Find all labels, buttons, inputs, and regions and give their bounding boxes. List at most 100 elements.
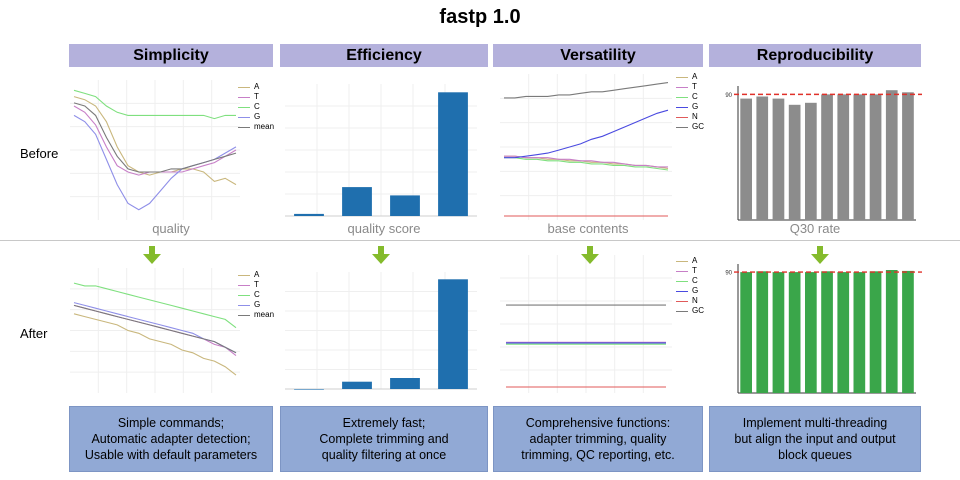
bar bbox=[805, 102, 817, 221]
header-versatility: Versatility bbox=[493, 44, 703, 67]
description-reproducibility-text: Implement multi-threading but align the … bbox=[734, 416, 896, 462]
legend-label: A bbox=[692, 256, 698, 265]
legend-label: A bbox=[254, 270, 260, 279]
quality-score-before-chart bbox=[285, 84, 477, 217]
quality-after-chart bbox=[70, 268, 240, 393]
legend-swatch bbox=[238, 294, 250, 296]
legend-label: C bbox=[692, 92, 698, 101]
base-contents-after-legend: A T C G N GC bbox=[676, 256, 704, 316]
bar bbox=[869, 94, 882, 220]
legend-label: C bbox=[254, 102, 260, 111]
legend-item: C bbox=[238, 290, 274, 300]
legend-item: A bbox=[238, 82, 274, 92]
series-line-gc bbox=[504, 82, 669, 99]
series-line-a bbox=[73, 96, 237, 186]
description-simplicity: Simple commands; Automatic adapter detec… bbox=[69, 406, 273, 472]
legend-swatch bbox=[676, 300, 688, 302]
legend-item: G bbox=[676, 102, 704, 112]
legend-swatch bbox=[676, 310, 688, 312]
q30-after-chart: 90 bbox=[725, 264, 922, 394]
description-simplicity-text: Simple commands; Automatic adapter detec… bbox=[84, 416, 258, 462]
caption-q30-rate: Q30 rate bbox=[789, 221, 841, 236]
legend-swatch bbox=[676, 106, 688, 108]
series-line-a bbox=[73, 313, 237, 376]
legend-item: C bbox=[676, 276, 704, 286]
legend-item: T bbox=[676, 266, 704, 276]
legend-label: mean bbox=[254, 310, 275, 319]
legend-item: A bbox=[238, 270, 274, 280]
legend-item: mean bbox=[238, 122, 274, 132]
row-label-after: After bbox=[20, 326, 48, 341]
legend-swatch bbox=[676, 290, 688, 292]
legend-swatch bbox=[676, 260, 688, 262]
legend-label: T bbox=[692, 266, 697, 275]
legend-swatch bbox=[238, 314, 250, 316]
description-efficiency: Extremely fast; Complete trimming and qu… bbox=[280, 406, 488, 472]
bar bbox=[885, 90, 898, 220]
series-line-mean bbox=[73, 304, 237, 354]
legend-label: T bbox=[692, 82, 697, 91]
legend-item: T bbox=[238, 280, 274, 290]
row-divider bbox=[0, 240, 960, 241]
bar bbox=[390, 378, 420, 389]
caption-quality-score: quality score bbox=[347, 221, 421, 236]
row-label-before: Before bbox=[20, 146, 59, 161]
bar bbox=[438, 92, 468, 217]
base-contents-after-chart bbox=[500, 255, 672, 393]
legend-label: GC bbox=[692, 122, 704, 131]
bar bbox=[837, 272, 850, 393]
bar bbox=[390, 195, 420, 216]
series-line-t bbox=[504, 155, 668, 168]
bar bbox=[756, 96, 769, 220]
description-versatility-text: Comprehensive functions: adapter trimmin… bbox=[521, 416, 675, 462]
series-line-c bbox=[73, 282, 237, 329]
legend-swatch bbox=[238, 284, 250, 286]
legend-label: C bbox=[254, 290, 260, 299]
bar bbox=[740, 272, 752, 393]
bar bbox=[772, 98, 785, 220]
legend-item: GC bbox=[676, 306, 704, 316]
legend-label: G bbox=[254, 300, 261, 309]
bar bbox=[788, 272, 801, 393]
legend-item: T bbox=[238, 92, 274, 102]
description-efficiency-text: Extremely fast; Complete trimming and qu… bbox=[319, 416, 449, 462]
quality-score-after-chart bbox=[285, 272, 477, 390]
legend-swatch bbox=[238, 96, 250, 98]
legend-swatch bbox=[676, 96, 688, 98]
base-contents-before-chart bbox=[500, 74, 672, 220]
legend-label: GC bbox=[692, 306, 704, 315]
bar bbox=[821, 271, 833, 393]
legend-swatch bbox=[676, 270, 688, 272]
legend-item: C bbox=[238, 102, 274, 112]
bar bbox=[885, 270, 898, 393]
legend-label: T bbox=[254, 92, 259, 101]
bar bbox=[805, 272, 817, 393]
series-line-c bbox=[504, 157, 669, 171]
legend-swatch bbox=[238, 86, 250, 88]
legend-label: G bbox=[692, 102, 699, 111]
base-contents-before-legend: A T C G N GC bbox=[676, 72, 704, 132]
bar bbox=[788, 104, 801, 220]
legend-label: G bbox=[254, 112, 261, 121]
description-versatility: Comprehensive functions: adapter trimmin… bbox=[493, 406, 703, 472]
legend-swatch bbox=[676, 280, 688, 282]
bar bbox=[756, 271, 769, 393]
legend-swatch bbox=[676, 116, 688, 118]
legend-item: N bbox=[676, 112, 704, 122]
header-reproducibility: Reproducibility bbox=[709, 44, 921, 67]
legend-swatch bbox=[676, 76, 688, 78]
bar bbox=[902, 92, 914, 220]
bar bbox=[342, 187, 372, 216]
q30-tick-label: 90 bbox=[725, 93, 732, 99]
legend-swatch bbox=[238, 304, 250, 306]
legend-item: G bbox=[676, 286, 704, 296]
page-title: fastp 1.0 bbox=[439, 6, 521, 28]
q30-before-chart: 90 bbox=[725, 86, 922, 221]
legend-label: T bbox=[254, 280, 259, 289]
bar bbox=[853, 272, 866, 393]
bar bbox=[740, 98, 752, 220]
legend-item: A bbox=[676, 72, 704, 82]
caption-base-contents: base contents bbox=[547, 221, 629, 236]
description-reproducibility: Implement multi-threading but align the … bbox=[709, 406, 921, 472]
legend-swatch bbox=[676, 86, 688, 88]
